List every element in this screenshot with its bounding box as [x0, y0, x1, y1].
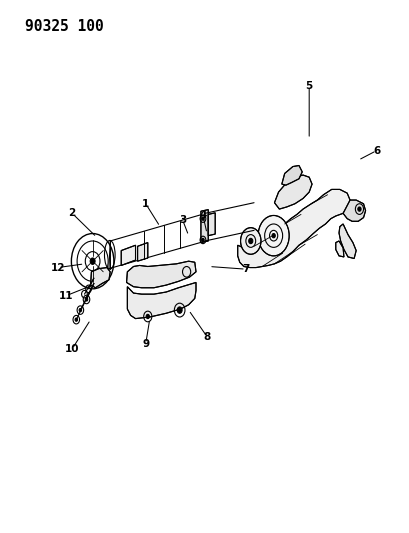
Polygon shape [126, 261, 196, 288]
Text: 9: 9 [142, 338, 149, 349]
Text: 1: 1 [142, 199, 149, 209]
Polygon shape [137, 243, 147, 261]
Circle shape [240, 228, 261, 254]
Polygon shape [90, 268, 110, 288]
Circle shape [79, 309, 81, 312]
Circle shape [201, 238, 204, 241]
Circle shape [146, 314, 149, 319]
Circle shape [271, 233, 274, 238]
Text: 5: 5 [305, 81, 312, 91]
Polygon shape [208, 213, 215, 236]
Text: 6: 6 [372, 146, 379, 156]
Text: 11: 11 [58, 290, 73, 301]
Circle shape [90, 258, 95, 264]
Polygon shape [342, 200, 365, 221]
Circle shape [201, 217, 204, 220]
Circle shape [177, 307, 182, 313]
Circle shape [357, 207, 360, 211]
Polygon shape [335, 241, 343, 257]
Text: 7: 7 [242, 264, 249, 274]
Circle shape [248, 238, 252, 244]
Circle shape [258, 215, 288, 256]
Polygon shape [121, 245, 135, 265]
Polygon shape [200, 209, 208, 243]
Polygon shape [338, 224, 355, 259]
Polygon shape [237, 189, 349, 268]
Circle shape [75, 318, 77, 321]
Text: 3: 3 [178, 215, 186, 225]
Text: 90325 100: 90325 100 [25, 19, 104, 34]
Circle shape [85, 298, 88, 301]
Polygon shape [281, 165, 301, 185]
Text: 2: 2 [68, 208, 76, 219]
Polygon shape [274, 175, 311, 209]
Text: 10: 10 [65, 344, 79, 354]
Text: 8: 8 [203, 332, 210, 342]
Text: 12: 12 [51, 263, 65, 272]
Polygon shape [127, 282, 196, 319]
Text: 4: 4 [199, 211, 206, 221]
